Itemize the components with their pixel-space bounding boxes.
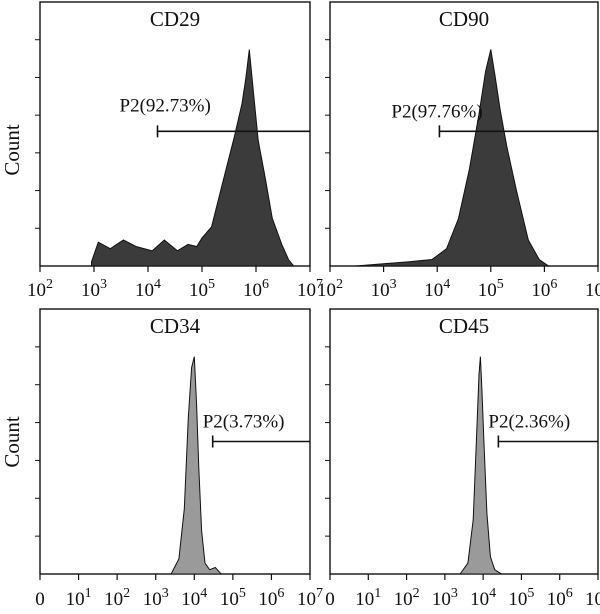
- x-tick-label-cd45: 107: [585, 586, 600, 610]
- x-tick-label-cd34: 102: [104, 586, 130, 610]
- x-tick-label-cd29: 103: [81, 277, 107, 301]
- panel-title-cd34: CD34: [150, 314, 201, 338]
- x-tick-label-cd29: 105: [189, 277, 215, 301]
- panel-title-cd90: CD90: [439, 7, 489, 31]
- x-tick-label-cd34: 103: [143, 586, 169, 610]
- x-tick-label-cd29: 106: [243, 277, 269, 301]
- gate-label-cd34: P2(3.73%): [203, 412, 285, 433]
- gate-label-cd29: P2(92.73%): [120, 95, 211, 116]
- x-tick-label-cd34: 104: [181, 586, 207, 610]
- histogram-cd90: [355, 49, 551, 267]
- x-tick-label-cd34: 0: [35, 589, 45, 610]
- x-tick-label-cd90: 106: [531, 277, 557, 301]
- panel-title-cd45: CD45: [439, 314, 489, 338]
- x-tick-label-cd90: 105: [478, 277, 504, 301]
- x-tick-label-cd90: 104: [424, 277, 450, 301]
- histogram-cd45: [459, 356, 504, 575]
- x-tick-label-cd29: 107: [297, 277, 323, 301]
- x-tick-label-cd29: 102: [27, 277, 53, 301]
- x-tick-label-cd90: 107: [585, 277, 600, 301]
- x-tick-label-cd45: 101: [355, 586, 381, 610]
- y-axis-label-cd34: Count: [0, 416, 24, 468]
- gate-label-cd45: P2(2.36%): [488, 412, 570, 433]
- histogram-cd29: [91, 49, 295, 267]
- x-tick-label-cd34: 105: [220, 586, 246, 610]
- x-tick-label-cd45: 104: [470, 586, 496, 610]
- histogram-cd34: [170, 356, 223, 575]
- x-tick-label-cd90: 103: [371, 277, 397, 301]
- gate-label-cd90: P2(97.76%): [391, 101, 482, 122]
- x-tick-label-cd90: 102: [317, 277, 343, 301]
- x-tick-label-cd45: 103: [432, 586, 458, 610]
- x-tick-label-cd34: 107: [297, 586, 323, 610]
- y-axis-label-cd29: Count: [0, 124, 24, 176]
- panel-title-cd29: CD29: [150, 7, 200, 31]
- x-tick-label-cd45: 102: [394, 586, 420, 610]
- x-tick-label-cd34: 106: [258, 586, 284, 610]
- x-tick-label-cd45: 106: [547, 586, 573, 610]
- x-tick-label-cd34: 101: [66, 586, 92, 610]
- x-tick-label-cd45: 105: [508, 586, 534, 610]
- x-tick-label-cd45: 0: [325, 589, 335, 610]
- x-tick-label-cd29: 104: [135, 277, 161, 301]
